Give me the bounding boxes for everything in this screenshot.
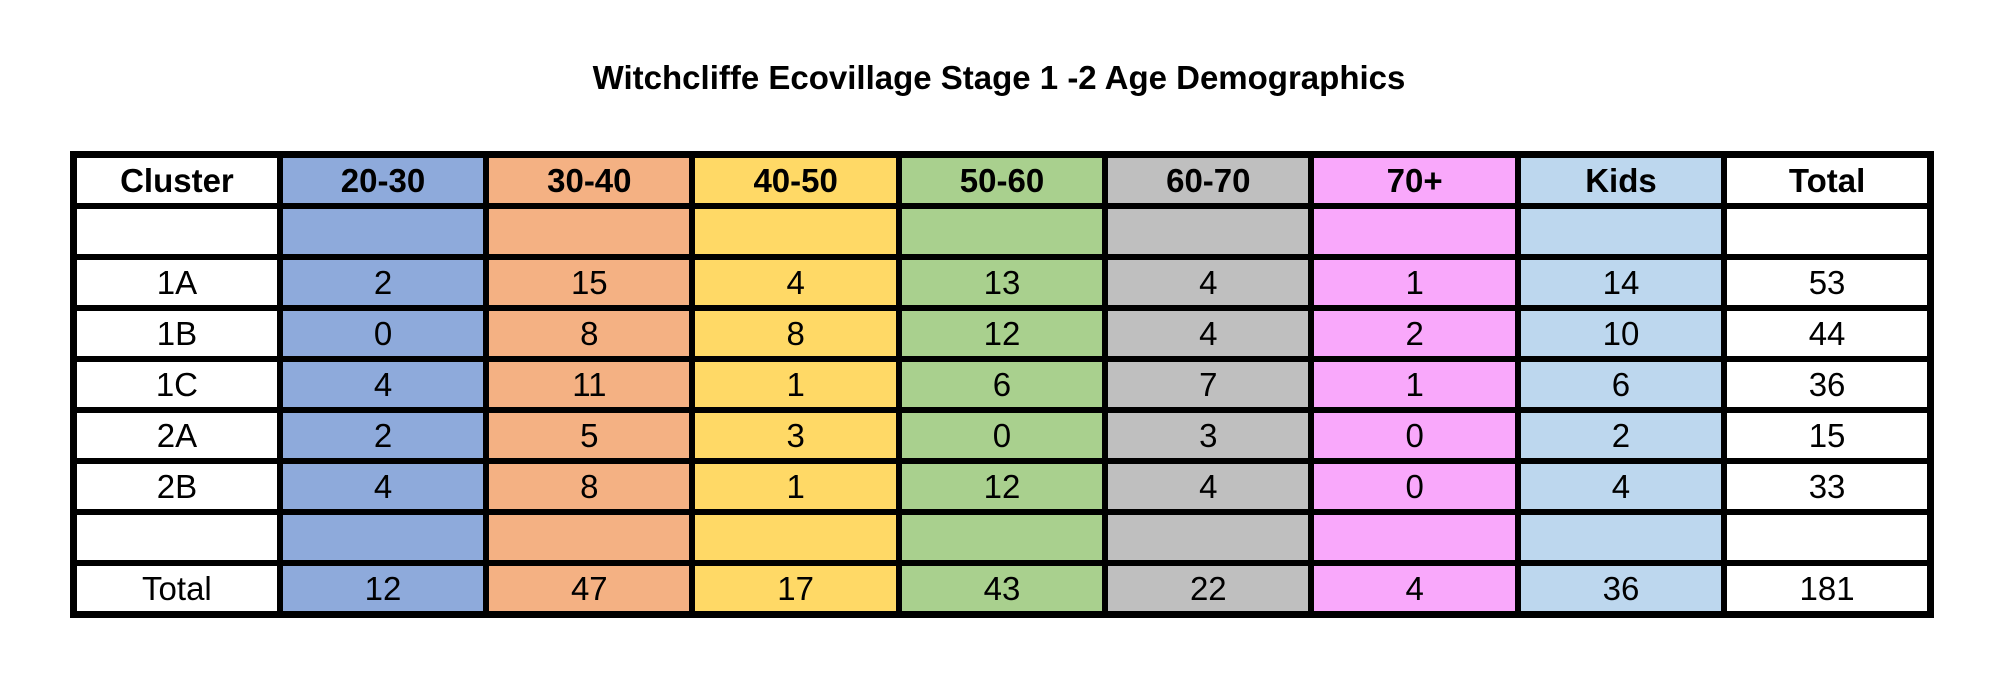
table-cell: 4 — [1308, 560, 1521, 618]
table-cell: Total — [70, 560, 283, 618]
table-cell: 1 — [1308, 355, 1521, 414]
table-cell: 15 — [1721, 406, 1934, 465]
table-cell: 47 — [483, 560, 696, 618]
page-title: Witchcliffe Ecovillage Stage 1 -2 Age De… — [592, 59, 1406, 96]
table-row: 1B 0 8 8 12 4 2 10 44 — [70, 304, 1934, 362]
table-row: Total 12 47 17 43 22 4 36 181 — [70, 560, 1934, 618]
table-row: 2B 4 8 1 12 4 0 4 33 — [70, 458, 1934, 516]
table-cell: 8 — [689, 304, 902, 362]
table-row: 2A 2 5 3 0 3 0 2 15 — [70, 406, 1934, 465]
table-cell: 33 — [1721, 458, 1934, 516]
table-cell: 0 — [276, 304, 490, 362]
table-cell: 7 — [1102, 355, 1315, 414]
table-cell: 4 — [276, 355, 490, 414]
table-cell — [70, 202, 283, 260]
table-cell: 36 — [1514, 560, 1728, 618]
table-cell: 4 — [1102, 304, 1315, 362]
table-cell: 0 — [1308, 458, 1521, 516]
table-cell — [689, 202, 902, 260]
table-cell: 6 — [895, 355, 1109, 414]
table-cell: 8 — [483, 458, 696, 516]
table-cell — [1102, 202, 1315, 260]
table-cell: 4 — [1102, 253, 1315, 311]
table-cell: 0 — [895, 406, 1109, 465]
column-header: 20-30 — [276, 151, 490, 209]
column-header: 30-40 — [483, 151, 696, 209]
table-cell: 11 — [483, 355, 696, 414]
table-cell: 2A — [70, 406, 283, 465]
table-cell: 2 — [276, 406, 490, 465]
table-cell — [1721, 509, 1934, 567]
table-cell: 22 — [1102, 560, 1315, 618]
table-cell — [1514, 509, 1728, 567]
table-cell — [70, 509, 283, 567]
table-cell — [1308, 202, 1521, 260]
table-cell: 44 — [1721, 304, 1934, 362]
table-cell: 12 — [276, 560, 490, 618]
column-header: 40-50 — [689, 151, 902, 209]
table-cell — [689, 509, 902, 567]
table-cell — [276, 202, 490, 260]
table-cell: 1C — [70, 355, 283, 414]
table-header-row: Cluster 20-30 30-40 40-50 50-60 60-70 70+ Kids T… — [70, 151, 1934, 209]
table-cell — [1721, 202, 1934, 260]
column-header: Cluster — [70, 151, 283, 209]
table-cell — [1102, 509, 1315, 567]
column-header: 60-70 — [1102, 151, 1315, 209]
table-cell: 17 — [689, 560, 902, 618]
table-cell — [483, 202, 696, 260]
table-cell — [483, 509, 696, 567]
table-cell: 14 — [1514, 253, 1728, 311]
table-cell: 1 — [689, 458, 902, 516]
table-cell: 4 — [276, 458, 490, 516]
table-cell: 1A — [70, 253, 283, 311]
table-row: 1C 4 11 1 6 7 1 6 36 — [70, 355, 1934, 414]
column-header: 70+ — [1308, 151, 1521, 209]
table-cell: 12 — [895, 304, 1109, 362]
table-cell: 2 — [276, 253, 490, 311]
table-cell: 4 — [689, 253, 902, 311]
table-cell: 1 — [1308, 253, 1521, 311]
table-cell — [1514, 202, 1728, 260]
table-cell: 2 — [1514, 406, 1728, 465]
table-cell — [895, 202, 1109, 260]
table-cell: 2 — [1308, 304, 1521, 362]
table-row: 1A 2 15 4 13 4 1 14 53 — [70, 253, 1934, 311]
table-cell: 3 — [1102, 406, 1315, 465]
table-cell: 13 — [895, 253, 1109, 311]
column-header: 50-60 — [895, 151, 1109, 209]
table-cell: 43 — [895, 560, 1109, 618]
table-cell: 53 — [1721, 253, 1934, 311]
table-cell: 6 — [1514, 355, 1728, 414]
table-cell: 36 — [1721, 355, 1934, 414]
table-cell — [276, 509, 490, 567]
table-row — [70, 509, 1934, 567]
table-cell: 4 — [1102, 458, 1315, 516]
table-body: 1A 2 15 4 13 4 1 14 53 1B 0 8 8 12 4 2 10 44 1C 4 11 1 6 7 1 6 36 2… — [70, 202, 1934, 618]
table-cell: 12 — [895, 458, 1109, 516]
age-demographics-table: Cluster 20-30 30-40 40-50 50-60 60-70 70+ Kids T… — [70, 151, 1934, 618]
column-header: Total — [1721, 151, 1934, 209]
table-cell: 1 — [689, 355, 902, 414]
table-cell — [1308, 509, 1521, 567]
column-header: Kids — [1514, 151, 1728, 209]
table-row — [70, 202, 1934, 260]
table-cell: 2B — [70, 458, 283, 516]
table-cell — [895, 509, 1109, 567]
table-cell: 181 — [1721, 560, 1934, 618]
table-cell: 0 — [1308, 406, 1521, 465]
table-cell: 10 — [1514, 304, 1728, 362]
table-cell: 5 — [483, 406, 696, 465]
table-cell: 8 — [483, 304, 696, 362]
table-cell: 15 — [483, 253, 696, 311]
table-cell: 3 — [689, 406, 902, 465]
table-cell: 4 — [1514, 458, 1728, 516]
table-cell: 1B — [70, 304, 283, 362]
